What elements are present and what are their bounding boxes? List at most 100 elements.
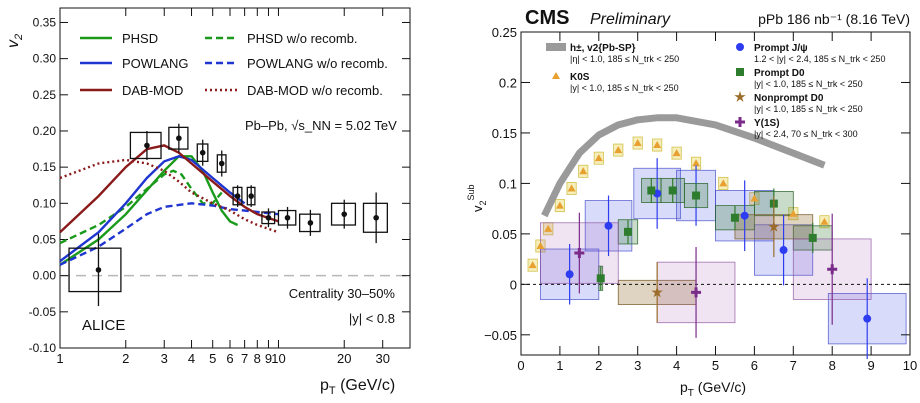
cms-data-marker <box>668 186 677 195</box>
cms-x-tick-label: 4 <box>673 358 680 373</box>
alice-data-point <box>307 220 314 226</box>
cms-y-tick-label: 0.25 <box>492 25 517 40</box>
cms-x-tick-label: 9 <box>867 358 874 373</box>
alice-x-tick-label: 20 <box>337 351 351 366</box>
cms-data-marker <box>567 184 576 192</box>
cms-legend-sublabel: |η| < 1.0, 185 ≤ N_trk < 250 <box>570 54 679 64</box>
cms-data-marker <box>863 314 872 323</box>
cms-data-marker <box>579 167 588 175</box>
alice-data-point <box>265 214 272 221</box>
cms-x-ticks: 0 1 2 3 4 5 6 7 8 9 10 <box>517 32 917 373</box>
alice-legend-label: POWLANG <box>122 56 188 71</box>
cms-y-tick-label: 0.1 <box>499 176 517 191</box>
alice-data-point <box>176 135 182 142</box>
cms-data-marker <box>820 217 829 225</box>
cms-y-tick-label: −0.05 <box>484 328 517 343</box>
alice-x-tick-label: 9 <box>265 351 272 366</box>
cms-legend-sublabel: 1.2 < |y| < 2.4, 185 ≤ N_trk < 250 <box>754 54 885 64</box>
alice-y-tick-label: 0.00 <box>33 269 57 283</box>
alice-model-curve <box>59 144 279 234</box>
alice-x-tick-label: 8 <box>254 351 261 366</box>
cms-data-marker <box>719 179 728 187</box>
alice-x-tick-label: 7 <box>241 351 248 366</box>
alice-y-axis-label: v2 <box>5 34 25 48</box>
alice-data-point <box>248 193 254 199</box>
alice-legend-label: DAB-MOD <box>122 83 183 98</box>
cms-data-marker <box>692 191 701 200</box>
cms-legend-label: K0S <box>570 72 590 83</box>
alice-legend-label: PHSD w/o recomb. <box>247 31 358 46</box>
cms-y-tick-label: 0.2 <box>499 75 517 90</box>
cms-legend-marker <box>736 43 744 51</box>
cms-y-tick-label: 0.05 <box>492 227 517 242</box>
alice-data-point <box>341 211 348 217</box>
cms-x-tick-label: 2 <box>595 358 602 373</box>
cms-x-tick-label: 3 <box>634 358 641 373</box>
cms-x-tick-label: 7 <box>790 358 797 373</box>
cms-data-marker <box>808 233 817 242</box>
cms-data-marker <box>555 201 564 209</box>
alice-y-tick-label: 0.05 <box>33 232 57 246</box>
cms-legend-marker <box>552 72 560 79</box>
cms-data-marker <box>789 209 798 217</box>
alice-y-tick-label: -0.05 <box>29 305 57 319</box>
alice-model-curve <box>59 155 246 263</box>
cms-data-marker <box>647 186 656 195</box>
cms-data-marker <box>565 270 574 279</box>
alice-model-curves <box>59 144 279 266</box>
alice-data-point <box>373 214 379 221</box>
cms-data-marker <box>651 286 663 298</box>
alice-y-tick-label: 0.10 <box>33 196 57 210</box>
alice-systematic-box <box>330 202 357 226</box>
alice-legend-label: PHSD <box>122 31 158 46</box>
cms-data-points <box>528 139 872 360</box>
alice-system-label: Pb–Pb, √s_NN = 5.02 TeV <box>245 118 397 133</box>
alice-y-ticks: -0.10 -0.05 0.00 0.05 0.10 0.15 0.20 0.25 0.30 0.… <box>29 15 410 355</box>
cms-data-marker <box>691 287 702 298</box>
alice-experiment-label: ALICE <box>82 317 125 334</box>
alice-x-tick-label: 2 <box>122 351 129 366</box>
cms-data-marker <box>633 139 642 147</box>
alice-model-curve <box>59 169 223 245</box>
cms-x-tick-label: 0 <box>517 358 524 373</box>
alice-data-point <box>95 267 102 273</box>
alice-x-tick-label: 1 <box>56 351 63 366</box>
cms-y-tick-label: 0.15 <box>492 126 517 141</box>
cms-y-ticks: −0.05 0 0.05 0.1 0.15 0.2 0.25 <box>484 25 910 343</box>
alice-legend: PHSD PHSD w/o recomb. POWLANG POWLANG w/o r… <box>80 31 388 98</box>
cms-data-marker <box>750 194 759 202</box>
cms-legend: h±, v2{Pb-SP}|η| < 1.0, 185 ≤ N_trk < 25… <box>546 43 885 139</box>
cms-legend-label: h±, v2{Pb-SP} <box>570 43 636 54</box>
cms-legend-marker <box>546 43 566 51</box>
alice-data-points <box>68 123 388 307</box>
cms-data-marker <box>623 227 632 236</box>
cms-legend-marker <box>734 91 746 102</box>
alice-systematic-box <box>362 202 388 233</box>
cms-y-tick-label: 0 <box>510 277 517 292</box>
cms-data-marker <box>594 154 603 162</box>
cms-data-marker <box>827 264 838 275</box>
alice-x-tick-label: 4 <box>188 351 195 366</box>
cms-x-tick-label: 1 <box>556 358 563 373</box>
cms-data-marker <box>544 224 553 232</box>
alice-systematic-box <box>68 247 122 293</box>
cms-data-marker <box>528 261 537 269</box>
cms-x-tick-label: 10 <box>903 358 917 373</box>
cms-legend-label: Prompt D0 <box>754 68 805 79</box>
alice-x-tick-label: 3 <box>161 351 168 366</box>
cms-lumi-label: pPb 186 nb⁻¹ (8.16 TeV) <box>758 11 910 27</box>
cms-y-axis-label: v2Sub <box>466 184 488 212</box>
alice-x-axis-label: pT (GeV/c) <box>320 377 395 397</box>
alice-legend-label: POWLANG w/o recomb. <box>247 56 388 71</box>
cms-legend-marker <box>735 117 745 127</box>
cms-legend-sublabel: |y| < 2.4, 70 ≤ N_trk < 300 <box>754 129 858 139</box>
cms-data-marker <box>653 141 662 149</box>
alice-model-curve <box>59 202 279 266</box>
cms-hadron-band-path <box>541 114 826 218</box>
cms-data-marker <box>604 221 613 230</box>
cms-x-tick-label: 5 <box>712 358 719 373</box>
alice-y-tick-label: 0.15 <box>33 160 57 174</box>
alice-x-tick-label: 5 <box>209 351 216 366</box>
